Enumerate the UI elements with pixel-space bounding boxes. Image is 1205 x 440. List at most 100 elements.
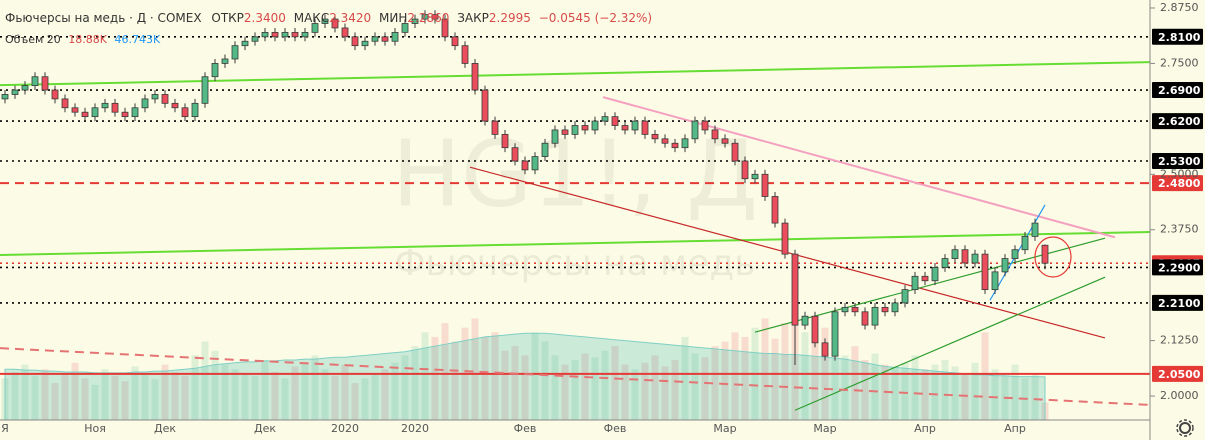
volume-bar — [271, 372, 279, 420]
x-tick-label: Ноя — [84, 422, 106, 435]
candle-body — [401, 23, 409, 33]
x-tick-label: Мар — [713, 422, 736, 435]
volume-bar — [181, 375, 189, 420]
volume-bar — [471, 318, 479, 420]
volume-bar — [21, 364, 29, 420]
candle-body — [241, 40, 249, 47]
volume-bar — [421, 332, 429, 420]
candle-body — [141, 98, 149, 109]
candle-body — [461, 45, 469, 64]
candle-body — [111, 102, 119, 113]
y-tick-label: 2.3750 — [1160, 223, 1199, 236]
volume-bar — [101, 369, 109, 420]
x-tick-label: Дек — [254, 422, 276, 435]
candle-body — [71, 107, 79, 113]
volume-bar — [241, 373, 249, 420]
volume-bar — [891, 366, 899, 420]
volume-bar — [221, 364, 229, 420]
candle-body — [791, 253, 799, 326]
level-label: 2.6200 — [1158, 115, 1201, 128]
volume-bar — [761, 318, 769, 420]
volume-bar — [441, 323, 449, 420]
candle-body — [1021, 235, 1029, 251]
candle-body — [311, 23, 319, 33]
legend: Фьючерсы на медь · Д · COMEX ОТКР2.3400 … — [5, 11, 652, 25]
candle-body — [581, 125, 589, 131]
candle-body — [671, 142, 679, 149]
volume-bar — [731, 332, 739, 420]
volume-bar — [351, 383, 359, 420]
volume-bar — [1011, 364, 1019, 420]
volume-bar — [661, 366, 669, 420]
volume-bar — [861, 360, 869, 420]
volume-bar — [251, 375, 259, 420]
volume-bar — [331, 375, 339, 420]
candle-body — [411, 18, 419, 24]
y-tick-label: 2.1250 — [1160, 334, 1199, 347]
candle-body — [771, 196, 779, 224]
settings-icon[interactable] — [1176, 419, 1194, 437]
volume-bar — [121, 381, 129, 420]
candle-body — [501, 133, 509, 149]
volume-bar — [681, 336, 689, 420]
candle-body — [851, 306, 859, 313]
volume-bar — [291, 366, 299, 420]
candle-body — [31, 76, 39, 86]
level-label-box — [1152, 175, 1203, 192]
candle-body — [361, 40, 369, 47]
x-tick-label: Мар — [813, 422, 836, 435]
volume-bar — [491, 332, 499, 420]
volume-bar — [541, 341, 549, 420]
volume-bar — [691, 353, 699, 420]
x-tick-label: 2020 — [401, 422, 429, 435]
candle-body — [911, 275, 919, 291]
trend-line — [602, 96, 1116, 239]
candle-body — [841, 306, 849, 313]
volume-value: 18.88K — [68, 33, 107, 46]
candle-body — [941, 258, 949, 268]
volume-bar — [621, 364, 629, 420]
trend-line — [794, 276, 1106, 411]
volume-bar — [451, 341, 459, 420]
candle-body — [191, 102, 199, 118]
candle-body — [711, 129, 719, 140]
volume-bar — [631, 369, 639, 420]
volume-bar — [341, 364, 349, 420]
close-label: ЗАКР — [457, 11, 489, 25]
volume-bar — [31, 375, 39, 420]
volume-bar — [611, 346, 619, 420]
volume-bar — [311, 355, 319, 420]
candle-body — [61, 98, 69, 109]
x-tick-label: Фев — [514, 422, 537, 435]
x-tick-label: Дек — [154, 422, 176, 435]
x-tick-label: 2020 — [331, 422, 359, 435]
candle-body — [481, 89, 489, 122]
candle-body — [391, 31, 399, 42]
volume-bar — [71, 362, 79, 420]
volume-bar — [91, 384, 99, 420]
volume-bar — [61, 373, 69, 420]
candle-body — [21, 85, 29, 91]
candle-body — [441, 18, 449, 38]
volume-bar — [841, 355, 849, 420]
candle-body — [201, 76, 209, 104]
symbol-name: Фьючерсы на медь · Д · COMEX — [5, 11, 202, 25]
volume-bar — [581, 353, 589, 420]
volume-bar — [51, 383, 59, 420]
candle-body — [751, 173, 759, 180]
volume-bar — [551, 355, 559, 420]
volume-bar — [411, 346, 419, 420]
candle-body — [221, 58, 229, 64]
watermark: HG1!, Д Фьючерсы на медь — [392, 120, 758, 284]
candle-body — [871, 306, 879, 326]
candle-body — [741, 160, 749, 180]
volume-bar — [601, 350, 609, 420]
high-value: 2.3420 — [329, 11, 371, 25]
candle-body — [781, 222, 789, 255]
candle-body — [521, 160, 529, 171]
candle-body — [821, 342, 829, 357]
volume-bar — [721, 341, 729, 420]
candle-body — [701, 120, 709, 131]
candle-body — [121, 111, 129, 118]
candle-body — [451, 36, 459, 47]
